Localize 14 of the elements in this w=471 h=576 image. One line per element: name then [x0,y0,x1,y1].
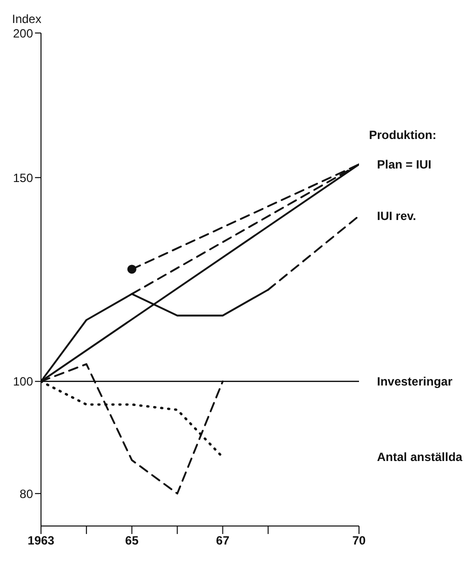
text: Produktion: [369,128,436,142]
series-label: Plan = IUI [377,157,432,172]
y-tick-label: 150 [12,170,34,185]
y-axis-title: Index [12,12,42,26]
text: Antal anställda [377,450,463,464]
y-tick-label: 100 [12,374,34,389]
text: Investeringar [377,374,453,388]
y-tick-label: 80 [20,486,34,501]
y-tick-label: 200 [12,26,34,40]
x-tick-label: 65 [125,534,139,548]
series-label: IUI rev. [377,208,416,223]
x-tick-label: 67 [216,534,230,548]
x-tick-label: 70 [352,534,366,548]
x-tick-label: 1963 [28,534,55,548]
